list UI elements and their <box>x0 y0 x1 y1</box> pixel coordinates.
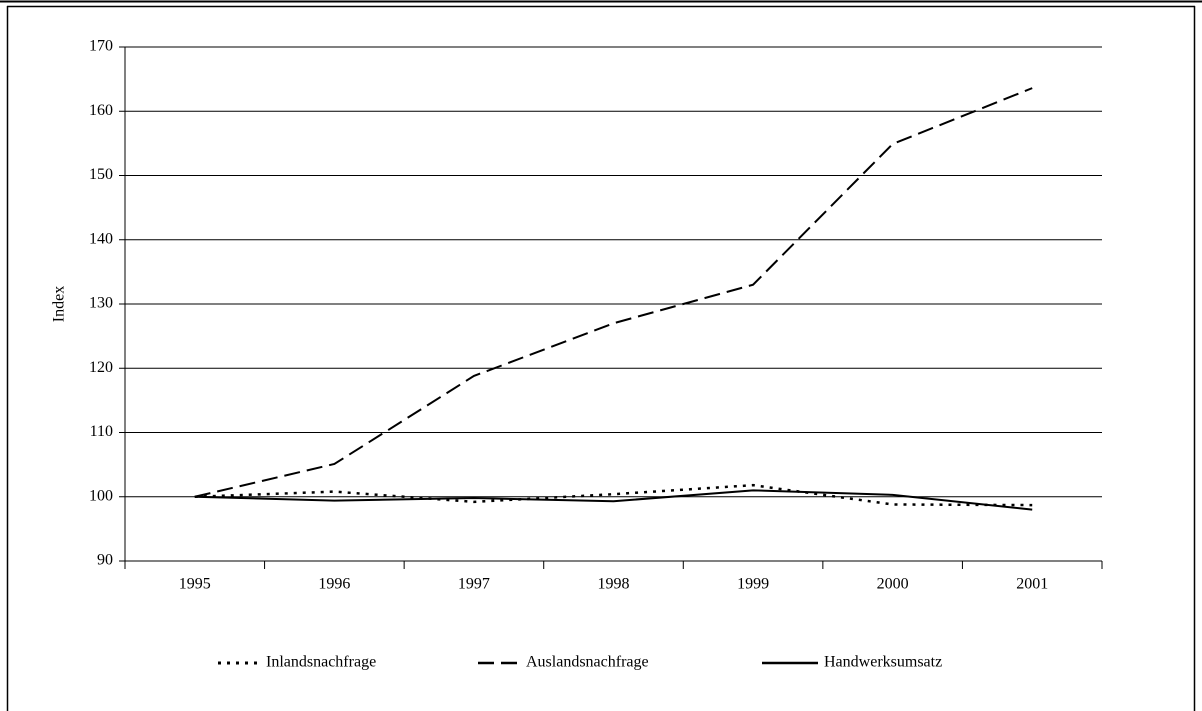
y-axis-label: Index <box>51 286 68 322</box>
y-tick-label: 140 <box>89 230 113 247</box>
y-tick-label: 110 <box>90 423 113 440</box>
y-tick-label: 170 <box>89 38 113 55</box>
x-tick-label: 1998 <box>598 576 630 593</box>
y-tick-label: 130 <box>89 295 113 312</box>
x-tick-label: 1997 <box>458 576 490 593</box>
x-tick-label: 2001 <box>1016 576 1048 593</box>
legend-label: Inlandsnachfrage <box>266 654 376 671</box>
x-tick-label: 1996 <box>318 576 350 593</box>
y-tick-label: 100 <box>89 487 113 504</box>
x-tick-label: 2000 <box>877 576 909 593</box>
legend-label: Auslandsnachfrage <box>526 654 649 671</box>
series-line <box>194 489 1033 511</box>
y-tick-label: 120 <box>89 359 113 376</box>
x-tick-label: 1999 <box>737 576 769 593</box>
y-tick-label: 160 <box>89 102 113 119</box>
legend-label: Handwerksumsatz <box>824 654 942 671</box>
x-tick-label: 1995 <box>179 576 211 593</box>
y-tick-label: 90 <box>97 552 113 569</box>
series-line <box>194 87 1033 498</box>
y-tick-label: 150 <box>89 166 113 183</box>
